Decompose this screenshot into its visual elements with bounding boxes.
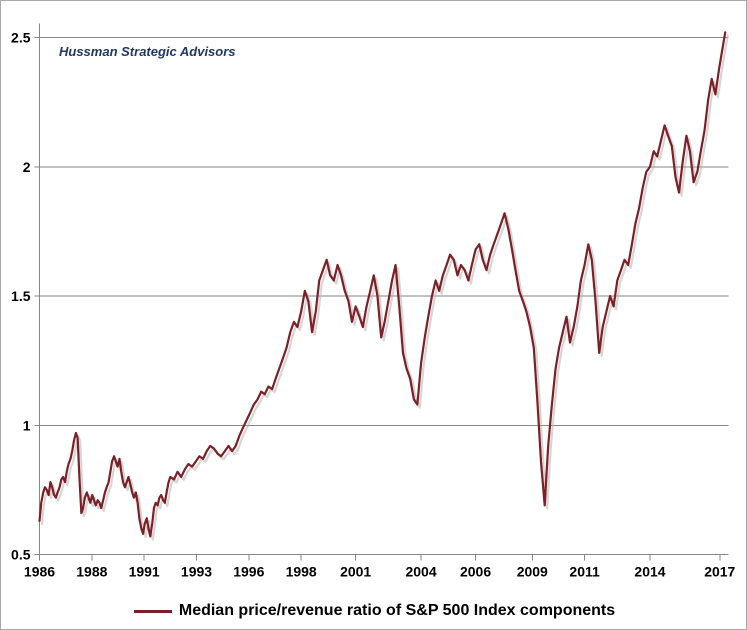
legend-color-swatch xyxy=(133,609,172,613)
plot-area: 0.5 1 1.5 2 2.5 1986 1988 1991 1993 1996 1998 2001… xyxy=(1,1,746,591)
y-axis-tick-label: 2 xyxy=(23,159,31,175)
x-axis-tick-label: 1988 xyxy=(76,564,107,580)
x-axis-labels-group: 1986 1988 1991 1993 1996 1998 2001 2004 2006 2009… xyxy=(24,564,736,580)
y-axis-tick-label: 1.5 xyxy=(11,288,31,304)
x-axis-tick-label: 2001 xyxy=(340,564,371,580)
x-axis-tick-label: 2006 xyxy=(460,564,491,580)
x-axis-tick-label: 2009 xyxy=(517,564,548,580)
x-axis-tick-label: 1996 xyxy=(233,564,264,580)
x-axis-tick-label: 1986 xyxy=(24,564,55,580)
legend-label: Median price/revenue ratio of S&P 500 In… xyxy=(178,602,616,619)
y-axis-tick-label: 2.5 xyxy=(11,30,31,46)
x-axis-tick-label: 2014 xyxy=(634,564,665,580)
x-axis-tick-label: 2004 xyxy=(405,564,436,580)
gridlines-group xyxy=(39,37,729,555)
tickmarks-group xyxy=(34,37,721,561)
y-axis-tick-label: 0.5 xyxy=(11,547,31,563)
x-axis-tick-label: 1993 xyxy=(181,564,212,580)
line-chart-svg: 0.5 1 1.5 2 2.5 1986 1988 1991 1993 1996 1998 2001… xyxy=(11,23,736,580)
x-axis-tick-label: 1991 xyxy=(129,564,160,580)
x-axis-tick-label: 1998 xyxy=(286,564,317,580)
x-axis-tick-label: 2011 xyxy=(569,564,600,580)
x-axis-tick-label: 2017 xyxy=(704,564,735,580)
watermark-text: Hussman Strategic Advisors xyxy=(59,44,236,59)
chart-legend: Median price/revenue ratio of S&P 500 In… xyxy=(1,597,746,625)
series-shadow xyxy=(40,34,729,541)
y-axis-tick-label: 1 xyxy=(23,417,31,433)
y-axis-labels-group: 0.5 1 1.5 2 2.5 xyxy=(11,30,31,563)
series-line-median-price-revenue-ratio xyxy=(38,31,727,538)
